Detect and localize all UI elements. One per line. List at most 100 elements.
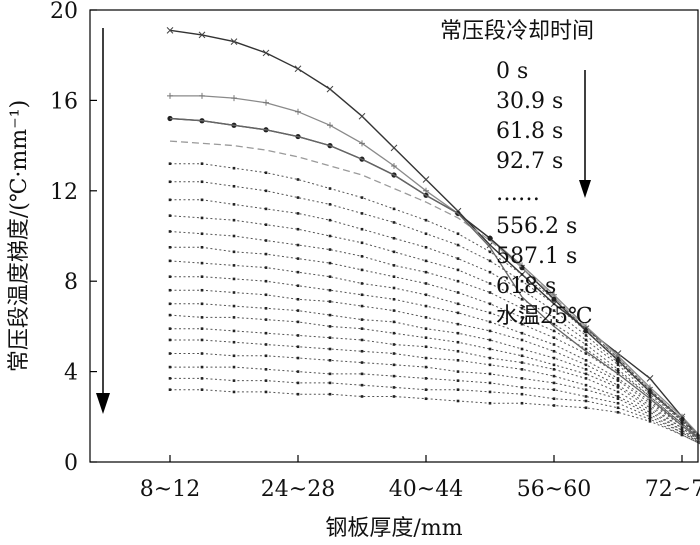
series-12-point-11 [488,320,492,324]
series-13-point-12 [520,338,524,342]
series-7-point-13 [552,309,556,312]
series-15-point-11 [488,347,492,351]
x-tick-label-3: 40~44 [389,477,463,502]
series-1-point-8 [390,144,398,152]
series-7-point-5 [296,212,300,215]
series-1-point-4 [262,49,270,57]
series-18-point-8 [392,363,396,367]
series-14-point-7 [360,318,364,321]
series-16-point-3 [232,329,236,333]
series-20-point-10 [456,388,460,391]
series-line-5 [170,163,700,438]
series-5-point-12 [520,273,524,276]
series-17-point-15 [616,395,620,398]
series-12-point-1 [168,275,172,278]
series-11-point-4 [264,266,268,269]
series-line-9 [169,231,700,440]
series-12-point-2 [200,275,204,278]
series-1-point-16 [646,375,654,382]
series-5-point-17 [680,417,684,421]
series-7-point-8 [392,236,396,240]
series-7-point-16 [648,390,652,394]
series-12-point-13 [552,343,556,346]
series-13-point-9 [424,316,428,319]
series-13-point-7 [360,304,364,308]
series-1-point-9 [422,176,430,183]
series-14-point-12 [520,347,524,351]
series-line-6 [170,181,700,439]
series-15-point-12 [520,354,524,358]
series-5-point-7 [360,196,364,199]
series-7-point-10 [456,257,460,260]
series-11-point-5 [296,270,300,274]
series-9-point-3 [232,234,236,238]
series-18-point-15 [616,397,620,401]
series-11-point-1 [168,259,172,263]
series-9-point-6 [328,248,332,251]
series-18-point-16 [648,413,652,416]
series-10-point-9 [424,282,428,285]
series-12-point-3 [232,277,236,281]
series-19-point-13 [552,388,556,391]
series-20-point-12 [520,392,524,396]
series-6-point-10 [456,243,460,247]
series-19-point-11 [488,381,492,385]
series-15-point-8 [392,331,396,335]
series-12-point-7 [360,293,364,297]
series-8-point-6 [328,234,332,238]
series-10-point-1 [168,246,172,249]
series-6-point-8 [392,221,396,224]
series-19-point-6 [328,372,332,376]
series-21-point-10 [456,399,460,403]
series-13-point-3 [232,291,236,294]
series-11-point-7 [360,282,364,285]
series-8-point-3 [232,218,236,222]
trend-arrow-left-head [96,393,110,414]
series-11-point-9 [424,293,428,297]
series-21-point-2 [200,388,204,391]
series-line-10 [170,246,700,440]
series-21-point-9 [424,397,428,401]
series-21-point-14 [584,406,588,410]
series-7-point-11 [488,270,492,274]
legend-entry-6: 556.2 s [496,214,577,239]
series-12-point-4 [264,279,268,283]
series-16-point-12 [520,361,524,364]
series-5-point-10 [456,232,460,236]
series-9-point-1 [168,230,172,233]
series-5-point-5 [296,178,300,181]
series-17-point-5 [296,345,300,349]
series-12-point-15 [616,377,620,380]
x-axis-title: 钢板厚度/mm [325,516,462,541]
series-12-point-16 [648,399,652,403]
series-2-point-3 [231,95,237,102]
series-14-point-14 [584,368,588,371]
series-8-point-10 [456,268,460,272]
series-12-point-12 [520,331,524,335]
series-6-point-11 [488,259,492,263]
series-9-point-7 [360,255,364,258]
series-7-point-14 [584,334,588,337]
series-11-point-2 [200,261,204,265]
series-8-point-12 [520,297,524,301]
series-10-point-12 [520,316,524,319]
series-21-point-3 [232,390,236,394]
series-21-point-17 [680,433,684,437]
series-11-point-11 [488,311,492,315]
series-8-point-15 [616,363,620,367]
series-9-point-9 [424,270,428,274]
series-17-point-9 [424,356,428,360]
series-18-point-12 [520,377,524,380]
series-20-point-15 [616,406,620,410]
series-1-point-6 [326,85,334,93]
series-13-point-10 [456,322,460,326]
series-8-point-14 [584,338,588,342]
legend-entry-4: 92.7 s [496,149,563,174]
series-7-point-9 [424,246,428,249]
series-line-21 [170,389,700,445]
series-14-point-15 [616,383,620,387]
series-10-point-10 [456,291,460,294]
series-9-point-4 [264,239,268,242]
series-14-point-2 [200,302,204,306]
series-6-point-14 [584,329,588,333]
